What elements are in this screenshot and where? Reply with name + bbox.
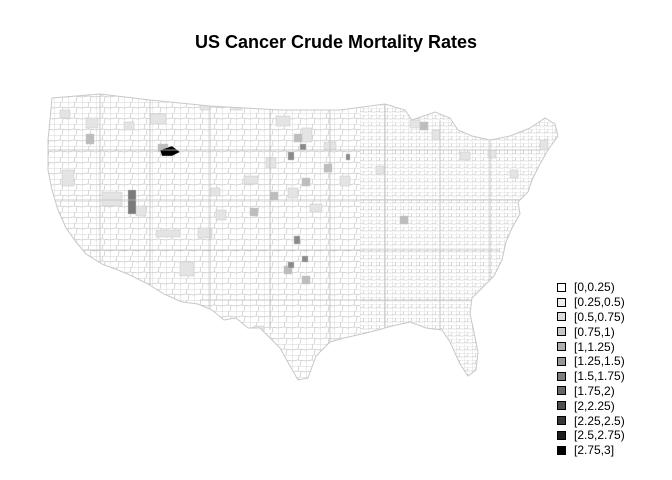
legend-label: [1.75,2)	[574, 383, 615, 398]
legend-swatch	[557, 327, 566, 337]
legend-swatch	[557, 297, 566, 307]
legend-item: [0.75,1)	[557, 324, 625, 339]
legend-swatch	[557, 430, 566, 440]
legend-item: [0.5,0.75)	[557, 310, 625, 325]
legend-item: [2.75,3]	[557, 443, 625, 458]
legend-item: [2.25,2.5)	[557, 413, 625, 428]
county-mesh-east	[360, 94, 558, 380]
montana-max-rate-county	[159, 145, 181, 157]
legend-swatch	[557, 282, 566, 292]
us-county-choropleth-map	[47, 93, 559, 381]
high-rate-counties	[287, 143, 351, 269]
state-borders	[48, 94, 540, 342]
legend-label: [1,1.25)	[574, 339, 615, 354]
utah-high-rate-county	[127, 189, 137, 215]
legend-item: [2.5,2.75)	[557, 428, 625, 443]
legend-label: [1.25,1.5)	[574, 354, 625, 369]
legend-label: [0,0.25)	[574, 280, 615, 295]
legend-swatch	[557, 445, 566, 455]
legend-item: [1,1.25)	[557, 339, 625, 354]
legend-swatch	[557, 342, 566, 352]
legend-label: [2.75,3]	[574, 443, 615, 458]
legend-label: [2.5,2.75)	[574, 428, 625, 443]
map-legend: [0,0.25) [0.25,0.5) [0.5,0.75) [0.75,1) [1,1…	[557, 280, 625, 458]
map-title: US Cancer Crude Mortality Rates	[194, 32, 478, 52]
legend-swatch	[557, 356, 566, 366]
legend-label: [1.5,1.75)	[574, 369, 625, 384]
legend-item: [2,2.25)	[557, 398, 625, 413]
legend-item: [0,0.25)	[557, 280, 625, 295]
legend-item: [1.5,1.75)	[557, 369, 625, 384]
legend-swatch	[557, 401, 566, 411]
legend-label: [0.25,0.5)	[574, 295, 625, 310]
legend-swatch	[557, 416, 566, 426]
legend-label: [2.25,2.5)	[574, 413, 625, 428]
legend-item: [1.75,2)	[557, 384, 625, 399]
legend-swatch	[557, 386, 566, 396]
legend-label: [0.75,1)	[574, 324, 615, 339]
legend-label: [2,2.25)	[574, 398, 615, 413]
legend-item: [1.25,1.5)	[557, 354, 625, 369]
legend-label: [0.5,0.75)	[574, 309, 625, 324]
legend-swatch	[557, 312, 566, 322]
legend-swatch	[557, 371, 566, 381]
legend-item: [0.25,0.5)	[557, 295, 625, 310]
